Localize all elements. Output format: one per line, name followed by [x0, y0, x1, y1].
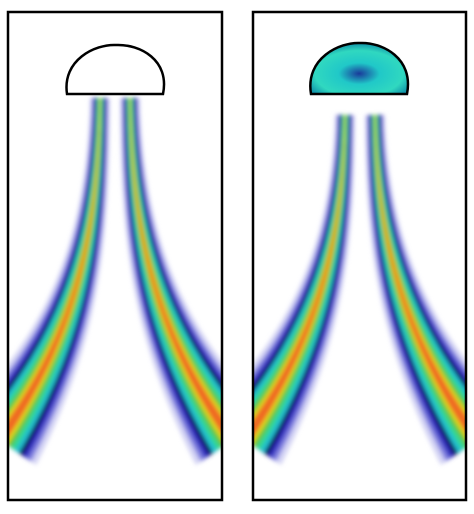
plume-field [254, 114, 465, 466]
plume-band [9, 98, 100, 437]
plume-band [127, 98, 221, 451]
panel-frame [251, 10, 468, 502]
plume-band [375, 115, 465, 432]
panel-frame [6, 10, 224, 502]
dome [309, 41, 410, 96]
dome [65, 43, 166, 96]
plume-band [254, 114, 349, 454]
plume-band [254, 115, 348, 451]
plume-band [130, 98, 221, 434]
plume-field [9, 97, 221, 466]
